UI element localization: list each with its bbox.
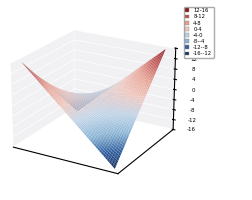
Legend: 12-16, 8-12, 4-8, 0-4, -4-0, -8--4, -12--8, -16--12: 12-16, 8-12, 4-8, 0-4, -4-0, -8--4, -12-… xyxy=(183,7,213,58)
